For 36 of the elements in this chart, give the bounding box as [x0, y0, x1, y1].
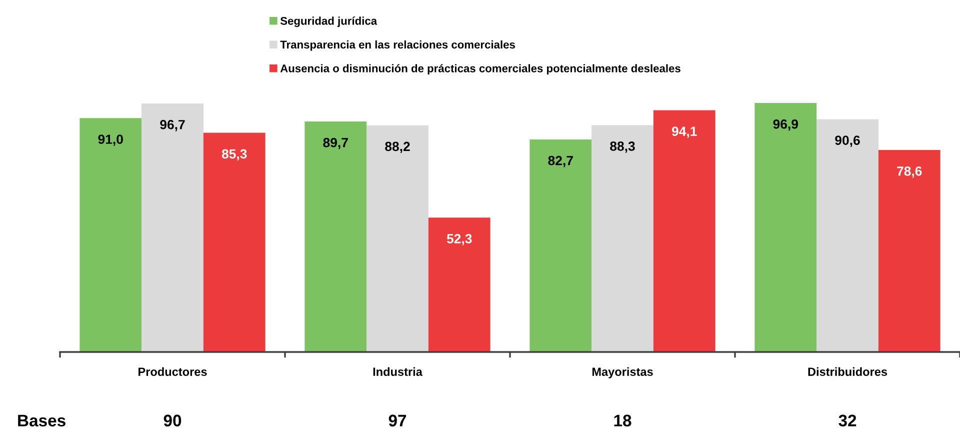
bar [80, 118, 142, 352]
x-tick-label: Mayoristas [592, 367, 653, 378]
legend-label: Seguridad jurídica [280, 16, 378, 28]
bar [530, 139, 592, 352]
x-tick-label: Productores [138, 367, 207, 376]
bar [428, 218, 490, 352]
text: 18 [614, 414, 632, 426]
bar [653, 110, 716, 352]
data-label: 89,7 [323, 138, 348, 150]
text: Bases [18, 414, 66, 426]
data-label: 90,6 [835, 136, 860, 147]
data-label: 52,3 [446, 234, 472, 246]
data-label: 96,9 [773, 119, 798, 131]
bar [203, 132, 266, 352]
x-tick-label: Industria [373, 367, 422, 376]
bar [754, 103, 817, 352]
text: 90 [164, 414, 182, 426]
data-label: 91,0 [98, 134, 123, 146]
text: 97 [388, 414, 406, 426]
bar [592, 125, 654, 352]
data-label: 88,3 [610, 142, 635, 153]
x-tick-label: Distribuidores [808, 367, 888, 376]
bar [816, 119, 878, 352]
data-label: 82,7 [548, 156, 573, 168]
data-label: 96,7 [160, 120, 185, 132]
bar [304, 122, 367, 352]
data-label: 88,2 [385, 142, 410, 154]
legend-label: Transparencia en las relaciones comerciales [280, 40, 515, 51]
bar [142, 104, 204, 352]
data-label: 85,3 [222, 149, 247, 160]
bar [878, 150, 940, 352]
text: 32 [838, 414, 856, 426]
data-label: 78,6 [897, 166, 922, 178]
data-label: 94,1 [672, 126, 697, 138]
legend-label: Ausencia o disminución de prácticas comerciales potencialmente desleales [280, 64, 680, 75]
bar [366, 125, 428, 352]
